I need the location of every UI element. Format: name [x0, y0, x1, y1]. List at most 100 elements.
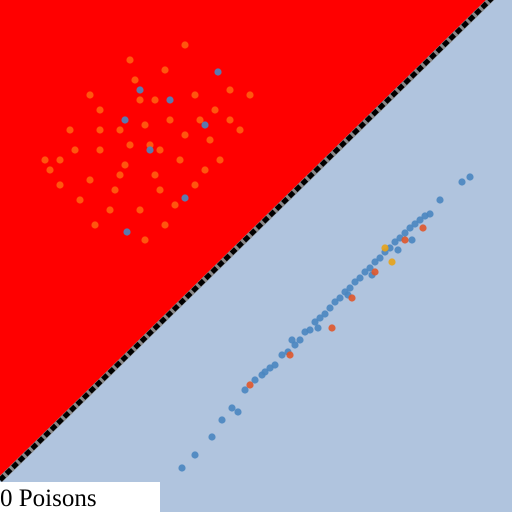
- point: [41, 156, 49, 164]
- point: [214, 68, 222, 76]
- point: [76, 196, 84, 204]
- point: [136, 206, 144, 214]
- point: [46, 166, 54, 174]
- point: [181, 194, 189, 202]
- point: [296, 336, 304, 344]
- point: [436, 196, 444, 204]
- point: [356, 274, 364, 282]
- point: [146, 141, 154, 149]
- point: [206, 136, 214, 144]
- point: [246, 381, 254, 389]
- point: [106, 206, 114, 214]
- point: [458, 178, 466, 186]
- point: [406, 224, 414, 232]
- point: [151, 171, 159, 179]
- point: [361, 268, 369, 276]
- point: [156, 146, 164, 154]
- point: [326, 304, 334, 312]
- point: [146, 146, 154, 154]
- point: [181, 131, 189, 139]
- point: [151, 96, 159, 104]
- point: [388, 258, 396, 266]
- point: [166, 116, 174, 124]
- point: [116, 126, 124, 134]
- point: [56, 181, 64, 189]
- point: [278, 351, 286, 359]
- point: [166, 96, 174, 104]
- point: [141, 236, 149, 244]
- annotation-box: [0, 482, 160, 512]
- point: [348, 294, 356, 302]
- point: [178, 464, 186, 472]
- point: [314, 324, 322, 332]
- point: [176, 156, 184, 164]
- point: [131, 76, 139, 84]
- point: [261, 368, 269, 376]
- point: [411, 220, 419, 228]
- point: [366, 264, 374, 272]
- point: [234, 408, 242, 416]
- boundary-line: [0, 0, 494, 482]
- point: [96, 146, 104, 154]
- point: [86, 176, 94, 184]
- point: [121, 116, 129, 124]
- point: [288, 336, 296, 344]
- point: [181, 41, 189, 49]
- point: [66, 126, 74, 134]
- point: [96, 126, 104, 134]
- point: [191, 91, 199, 99]
- point: [371, 258, 379, 266]
- point: [121, 161, 129, 169]
- point: [56, 156, 64, 164]
- annotation: 0 Poisons: [0, 485, 97, 512]
- point: [216, 156, 224, 164]
- point: [208, 433, 216, 441]
- point: [316, 314, 324, 322]
- point: [218, 416, 226, 424]
- point: [386, 244, 394, 252]
- point: [161, 221, 169, 229]
- point: [376, 254, 384, 262]
- point: [191, 181, 199, 189]
- point: [251, 376, 259, 384]
- point: [241, 386, 249, 394]
- point: [201, 121, 209, 129]
- point: [211, 106, 219, 114]
- point: [419, 224, 427, 232]
- point: [161, 66, 169, 74]
- point: [116, 171, 124, 179]
- point: [321, 310, 329, 318]
- point: [336, 294, 344, 302]
- point: [191, 451, 199, 459]
- point: [306, 326, 314, 334]
- point: [351, 278, 359, 286]
- point: [391, 238, 399, 246]
- point: [71, 146, 79, 154]
- point: [201, 166, 209, 174]
- point: [111, 186, 119, 194]
- point: [401, 229, 409, 237]
- point: [246, 91, 254, 99]
- point: [311, 318, 319, 326]
- point: [466, 173, 474, 181]
- point: [141, 121, 149, 129]
- point: [171, 201, 179, 209]
- point: [126, 56, 134, 64]
- point: [228, 404, 236, 412]
- point: [426, 210, 434, 218]
- point: [381, 244, 389, 252]
- point: [331, 298, 339, 306]
- point: [96, 106, 104, 114]
- point: [346, 284, 354, 292]
- point: [196, 116, 204, 124]
- point: [271, 361, 279, 369]
- point: [226, 86, 234, 94]
- point: [401, 236, 409, 244]
- point: [86, 91, 94, 99]
- point: [394, 246, 402, 254]
- point: [136, 96, 144, 104]
- point: [416, 216, 424, 224]
- point: [126, 141, 134, 149]
